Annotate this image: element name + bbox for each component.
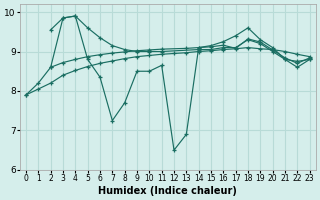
X-axis label: Humidex (Indice chaleur): Humidex (Indice chaleur) xyxy=(98,186,237,196)
